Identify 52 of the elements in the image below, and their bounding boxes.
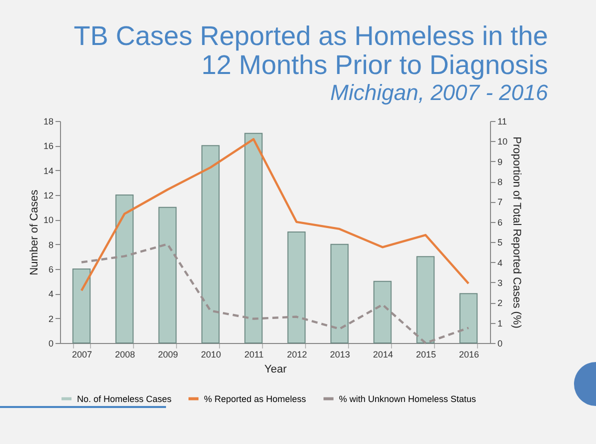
legend-label: No. of Homeless Cases: [77, 394, 172, 404]
y2-tick-label: 0: [498, 338, 503, 348]
y2-tick-label: 9: [498, 156, 503, 167]
y-tick-label: 4: [48, 289, 54, 300]
bar: [158, 206, 177, 344]
bar: [416, 256, 435, 344]
chart-subtitle: Michigan, 2007 - 2016: [330, 80, 548, 106]
bar: [459, 293, 478, 344]
y2-tick-label: 4: [498, 258, 503, 268]
y-tick-label: 14: [43, 166, 54, 176]
y-tick-label: 10: [43, 215, 54, 226]
y-tick-label: 16: [43, 141, 54, 152]
y-axis-title: Number of Cases: [28, 189, 40, 276]
bar: [72, 268, 91, 344]
bar: [115, 194, 134, 344]
y-tick-label: 6: [48, 264, 54, 274]
x-tick-label: 2015: [416, 350, 436, 360]
y2-tick-label: 6: [498, 217, 503, 228]
legend-label: % with Unknown Homeless Status: [339, 394, 477, 404]
y2-tick-label: 3: [498, 278, 503, 288]
y-tick-label: 0: [48, 338, 54, 348]
y-tick-label: 8: [48, 240, 54, 250]
chart-title: TB Cases Reported as Homeless in the 12 Months Prior to Diagnosis: [74, 21, 548, 80]
y-tick-label: 18: [43, 116, 54, 126]
x-tick-label: 2009: [158, 350, 178, 360]
x-tick-label: 2007: [72, 350, 92, 360]
y2-tick-label: 5: [498, 238, 503, 248]
x-tick-label: 2011: [244, 350, 264, 360]
y-tick-label: 2: [48, 314, 54, 324]
x-tick-label: 2012: [286, 350, 308, 360]
bar: [287, 232, 306, 344]
x-tick-label: 2010: [200, 350, 222, 360]
y2-tick-label: 7: [498, 197, 503, 208]
legend-label: % Reported as Homeless: [204, 394, 307, 404]
y2-tick-label: 2: [498, 298, 503, 308]
x-tick-label: 2016: [458, 350, 480, 360]
y-tick-label: 12: [43, 190, 54, 200]
y2-tick-label: 10: [498, 136, 508, 147]
bar: [330, 244, 349, 344]
bar: [373, 280, 392, 344]
y2-tick-label: 11: [498, 116, 507, 126]
bar: [201, 145, 220, 344]
y2-tick-label: 8: [498, 177, 503, 188]
bar: [244, 132, 263, 344]
y2-tick-label: 1: [498, 318, 503, 328]
x-tick-label: 2008: [114, 350, 136, 360]
line-series: [80, 138, 470, 292]
x-tick-label: 2014: [372, 350, 394, 360]
x-axis-title: Year: [264, 364, 287, 376]
x-tick-label: 2013: [330, 350, 350, 360]
y2-axis-title: Proportion of Total Reported Cases (%): [510, 136, 523, 328]
line-series: [80, 243, 470, 344]
